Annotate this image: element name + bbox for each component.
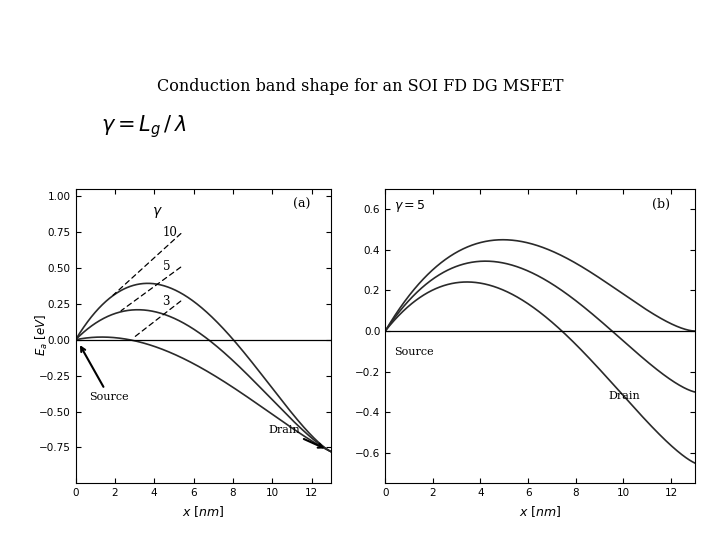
Text: (a): (a)	[293, 198, 311, 211]
Text: $\gamma$: $\gamma$	[152, 205, 163, 220]
Text: 3: 3	[163, 295, 170, 308]
Text: 5: 5	[163, 260, 170, 273]
Text: Drain: Drain	[269, 425, 323, 448]
Text: 10: 10	[163, 226, 177, 239]
X-axis label: $x\ [nm]$: $x\ [nm]$	[182, 504, 225, 518]
Text: $E_a\ [eV]$: $E_a\ [eV]$	[34, 314, 50, 356]
Text: Source: Source	[81, 347, 129, 402]
Text: Drain: Drain	[608, 392, 640, 401]
Text: Conduction band shape for an SOI FD DG MSFET: Conduction band shape for an SOI FD DG M…	[157, 78, 563, 95]
Text: $\gamma = 5$: $\gamma = 5$	[395, 198, 426, 214]
Text: Source: Source	[395, 347, 434, 357]
Text: $\gamma = L_g\,/\,\lambda$: $\gamma = L_g\,/\,\lambda$	[101, 113, 186, 140]
X-axis label: $x\ [nm]$: $x\ [nm]$	[518, 504, 562, 518]
Text: (b): (b)	[652, 198, 670, 211]
